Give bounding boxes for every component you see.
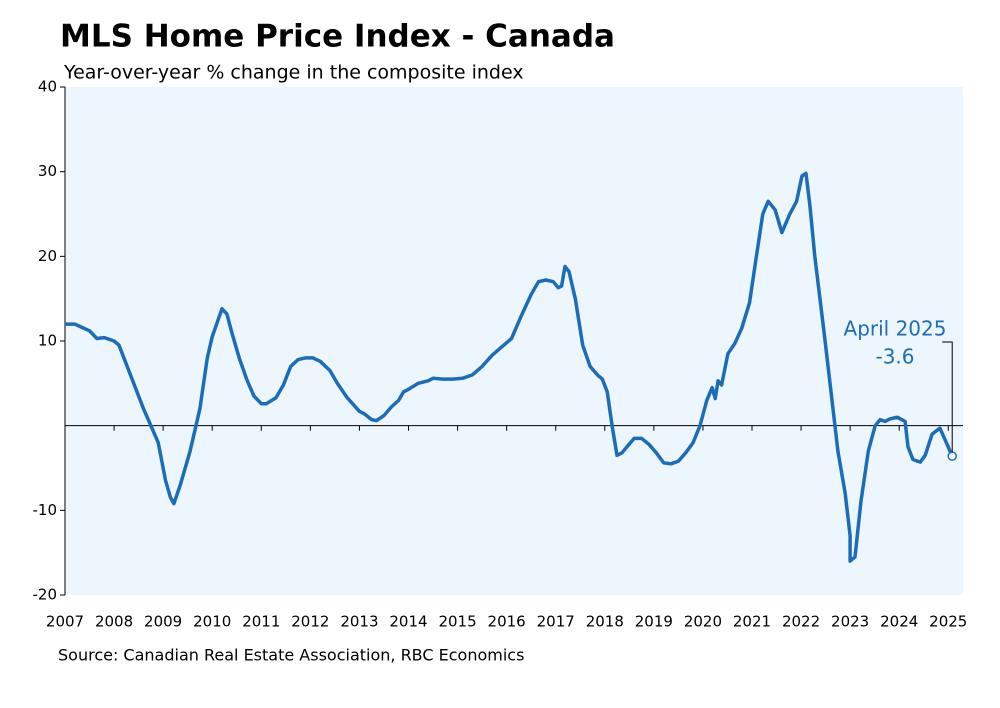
y-tick-label: -10: [33, 501, 58, 519]
x-tick-label: 2010: [193, 613, 231, 631]
x-tick-label: 2024: [880, 613, 918, 631]
x-tick-label: 2008: [95, 613, 133, 631]
price-line: [65, 171, 954, 563]
x-tick-label: 2022: [782, 613, 820, 631]
y-tick-label: -20: [33, 586, 58, 604]
x-tick-label: 2013: [340, 613, 378, 631]
y-tick-label: 10: [38, 332, 57, 350]
x-tick-label: 2023: [831, 613, 869, 631]
x-tick-label: 2015: [438, 613, 476, 631]
y-tick-label: 20: [38, 247, 57, 265]
x-tick-label: 2009: [144, 613, 182, 631]
x-tick-label: 2012: [291, 613, 329, 631]
annotation-text: -3.6: [875, 345, 914, 369]
x-tick-label: 2014: [389, 613, 427, 631]
plot-area: [65, 87, 963, 595]
chart-title: MLS Home Price Index - Canada: [60, 19, 615, 55]
annotation-text: April 2025: [844, 317, 947, 341]
last-point: [947, 451, 957, 461]
y-tick-label: 40: [38, 78, 57, 96]
source-note: Source: Canadian Real Estate Association…: [58, 646, 524, 665]
x-tick-label: 2021: [733, 613, 771, 631]
x-tick-label: 2025: [929, 613, 967, 631]
x-tick-label: 2019: [635, 613, 673, 631]
x-tick-label: 2020: [684, 613, 722, 631]
x-tick-label: 2016: [488, 613, 526, 631]
chart-subtitle: Year-over-year % change in the composite…: [63, 62, 524, 84]
x-tick-label: 2011: [242, 613, 280, 631]
annotation-leader: [942, 341, 953, 453]
x-tick-label: 2017: [537, 613, 575, 631]
x-tick-label: 2007: [46, 613, 84, 631]
x-tick-label: 2018: [586, 613, 624, 631]
y-tick-label: 30: [38, 162, 57, 180]
